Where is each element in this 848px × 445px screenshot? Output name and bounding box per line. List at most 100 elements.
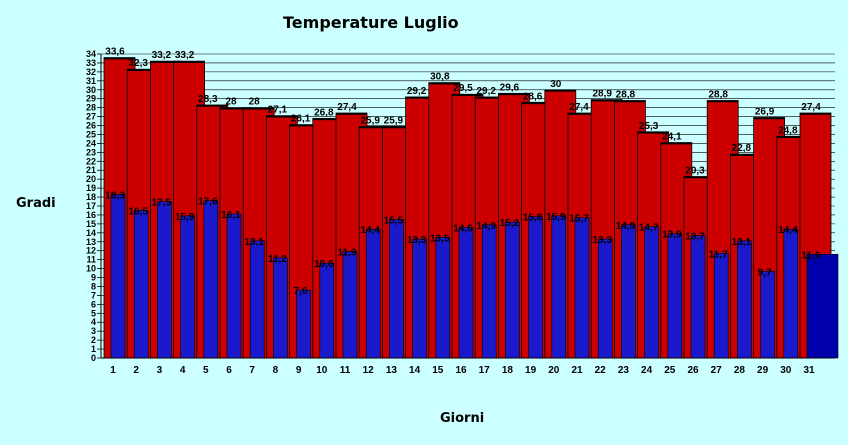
y-tick-label: 1 [91,344,96,354]
max-temp-label: 29,6 [500,82,520,93]
x-tick-label: 10 [316,365,328,376]
min-temp-bar [760,270,775,359]
min-temp-label: 14,4 [778,225,798,236]
max-temp-label: 28,8 [708,89,728,100]
min-temp-label: 7,6 [294,286,308,297]
y-tick-label: 18 [86,192,96,202]
x-axis: 1 2 3 4 5 6 7 8 9 10 11 12 13 14 15 16 17 18 19 20 21 22 23 24 2… [101,357,835,376]
y-tick-label: 27 [86,112,96,122]
min-temp-label: 14,4 [360,225,380,236]
y-tick-label: 7 [91,290,96,300]
x-tick-label: 19 [525,365,537,376]
max-temp-label: 29,2 [476,86,496,97]
min-temp-bar [365,228,381,359]
min-temp-label: 11,6 [802,250,821,261]
min-temp-label: 15,9 [175,212,195,223]
x-tick-label: 6 [226,365,232,376]
x-tick-label: 20 [548,365,560,376]
x-tick-label: 28 [734,365,746,376]
x-tick-label: 22 [595,365,607,376]
y-tick-label: 15 [86,219,96,229]
max-temp-label: 20,3 [685,165,705,176]
max-temp-label: 28,3 [198,94,218,105]
y-tick-label: 9 [91,273,96,283]
max-temp-label: 28,6 [523,91,543,102]
min-temp-bar [342,251,358,359]
max-temp-label: 29,5 [453,83,473,94]
max-temp-label: 22,8 [732,143,752,154]
min-temp-bar [412,238,427,359]
max-temp-label: 32,3 [128,58,148,69]
x-tick-label: 7 [249,365,255,376]
x-tick-label: 8 [273,365,279,376]
y-tick-label: 29 [86,94,96,104]
min-temp-bar [783,228,799,359]
min-temp-label: 14,9 [476,221,496,232]
min-temp-bar [574,217,590,359]
x-tick-label: 1 [110,365,116,376]
y-axis-label: Gradi [16,196,56,211]
y-tick-label: 8 [91,281,96,291]
x-tick-label: 2 [133,365,139,376]
max-temp-label: 30,8 [430,72,450,83]
y-tick-label: 5 [91,308,96,318]
min-temp-bar [435,236,451,359]
min-temp-bar [528,216,543,359]
x-tick-label: 11 [340,365,351,376]
min-temp-label: 15,8 [523,213,543,224]
max-temp-label: 28 [225,97,237,108]
min-temp-label: 18,3 [105,190,125,201]
min-temp-bar [458,227,474,359]
min-temp-bar [110,194,126,359]
x-tick-label: 5 [203,365,209,376]
max-temp-label: 26,8 [314,107,334,118]
data-labels: 33,6 18,3 32,3 16,5 33,2 17,5 33,2 15,9 28,3 17,6… [105,47,821,297]
max-temp-label: 27,1 [268,105,288,116]
x-tick-label: 24 [641,365,653,376]
y-tick-label: 0 [91,353,96,363]
y-tick-label: 33 [86,58,96,68]
x-tick-label: 31 [803,365,815,376]
max-temp-label: 24,8 [778,125,798,136]
max-temp-label: 25,3 [639,121,659,132]
min-temp-label: 9,7 [758,267,772,278]
y-tick-label: 24 [86,138,96,148]
min-temp-label: 14,7 [639,223,659,234]
max-temp-label: 30 [550,79,562,90]
y-tick-label: 16 [86,210,96,220]
min-temp-label: 13,1 [244,237,264,248]
y-tick-label: 21 [86,165,96,175]
max-temp-label: 33,2 [175,50,195,61]
x-tick-label: 4 [180,365,186,376]
x-tick-label: 30 [780,365,792,376]
max-temp-label: 24,1 [662,132,682,143]
max-temp-label: 29,2 [407,86,427,97]
y-tick-label: 32 [86,67,96,77]
min-temp-label: 11,2 [268,254,287,265]
min-temp-bar [389,219,404,359]
y-tick-label: 13 [86,237,96,247]
min-temp-bar [157,201,172,359]
min-temp-label: 13,3 [407,235,427,246]
y-tick-label: 34 [86,49,96,59]
y-tick-label: 30 [86,85,96,95]
min-temp-bar [481,224,497,359]
y-tick-label: 22 [86,156,96,166]
max-temp-label: 33,2 [152,50,172,61]
max-temp-label: 26,9 [755,106,775,117]
x-tick-label: 29 [757,365,769,376]
min-temp-bar [551,215,567,359]
y-tick-label: 26 [86,121,96,131]
min-temp-bar [180,215,195,359]
min-temp-bar [737,240,752,359]
min-temp-bar [597,238,613,359]
x-tick-label: 13 [386,365,398,376]
x-tick-label: 26 [687,365,699,376]
min-temp-label: 14,9 [616,221,636,232]
min-temp-bar [667,233,683,359]
min-temp-bar [690,235,706,359]
max-temp-label: 28,8 [616,89,636,100]
min-temp-bar-extension [806,253,839,359]
min-temp-label: 13,7 [685,232,705,243]
y-tick-label: 3 [91,326,96,336]
